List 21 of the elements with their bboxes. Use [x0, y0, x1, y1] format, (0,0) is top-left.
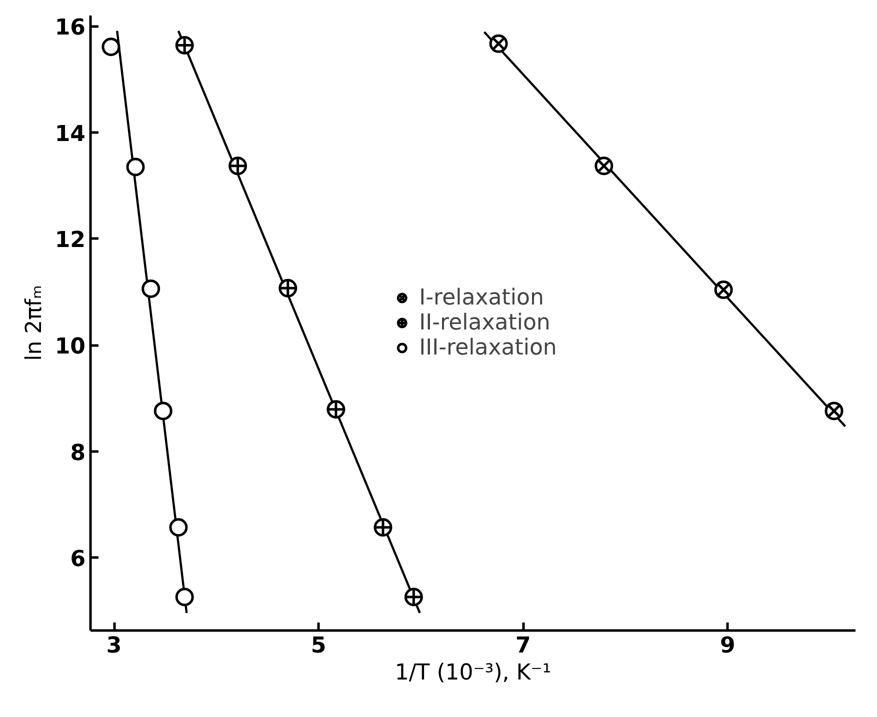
x-tick-label: 7 [515, 634, 531, 658]
point [175, 588, 194, 606]
y-axis-title: ln 2πfₘ [22, 285, 47, 361]
x-axis-title: 1/T (10⁻³), K⁻¹ [394, 660, 552, 686]
point [126, 158, 145, 176]
y-tick-label: 8 [70, 440, 86, 466]
y-tick-label: 6 [70, 547, 86, 572]
legend-label: I-relaxation [419, 285, 544, 310]
legend-label: II-relaxation [419, 310, 550, 335]
y-tick-label: 10 [54, 334, 86, 360]
x-tick-label: 5 [310, 634, 326, 658]
point [142, 279, 160, 298]
point [154, 402, 172, 420]
point [169, 518, 188, 537]
y-tick-label: 12 [54, 228, 86, 254]
y-tick-label: 14 [54, 122, 86, 147]
x-tick-label: 3 [106, 634, 122, 658]
legend-label: III-relaxation [419, 335, 557, 360]
y-tick-label: 16 [54, 16, 86, 41]
x-tick-label: 9 [720, 634, 736, 658]
point [102, 38, 120, 56]
